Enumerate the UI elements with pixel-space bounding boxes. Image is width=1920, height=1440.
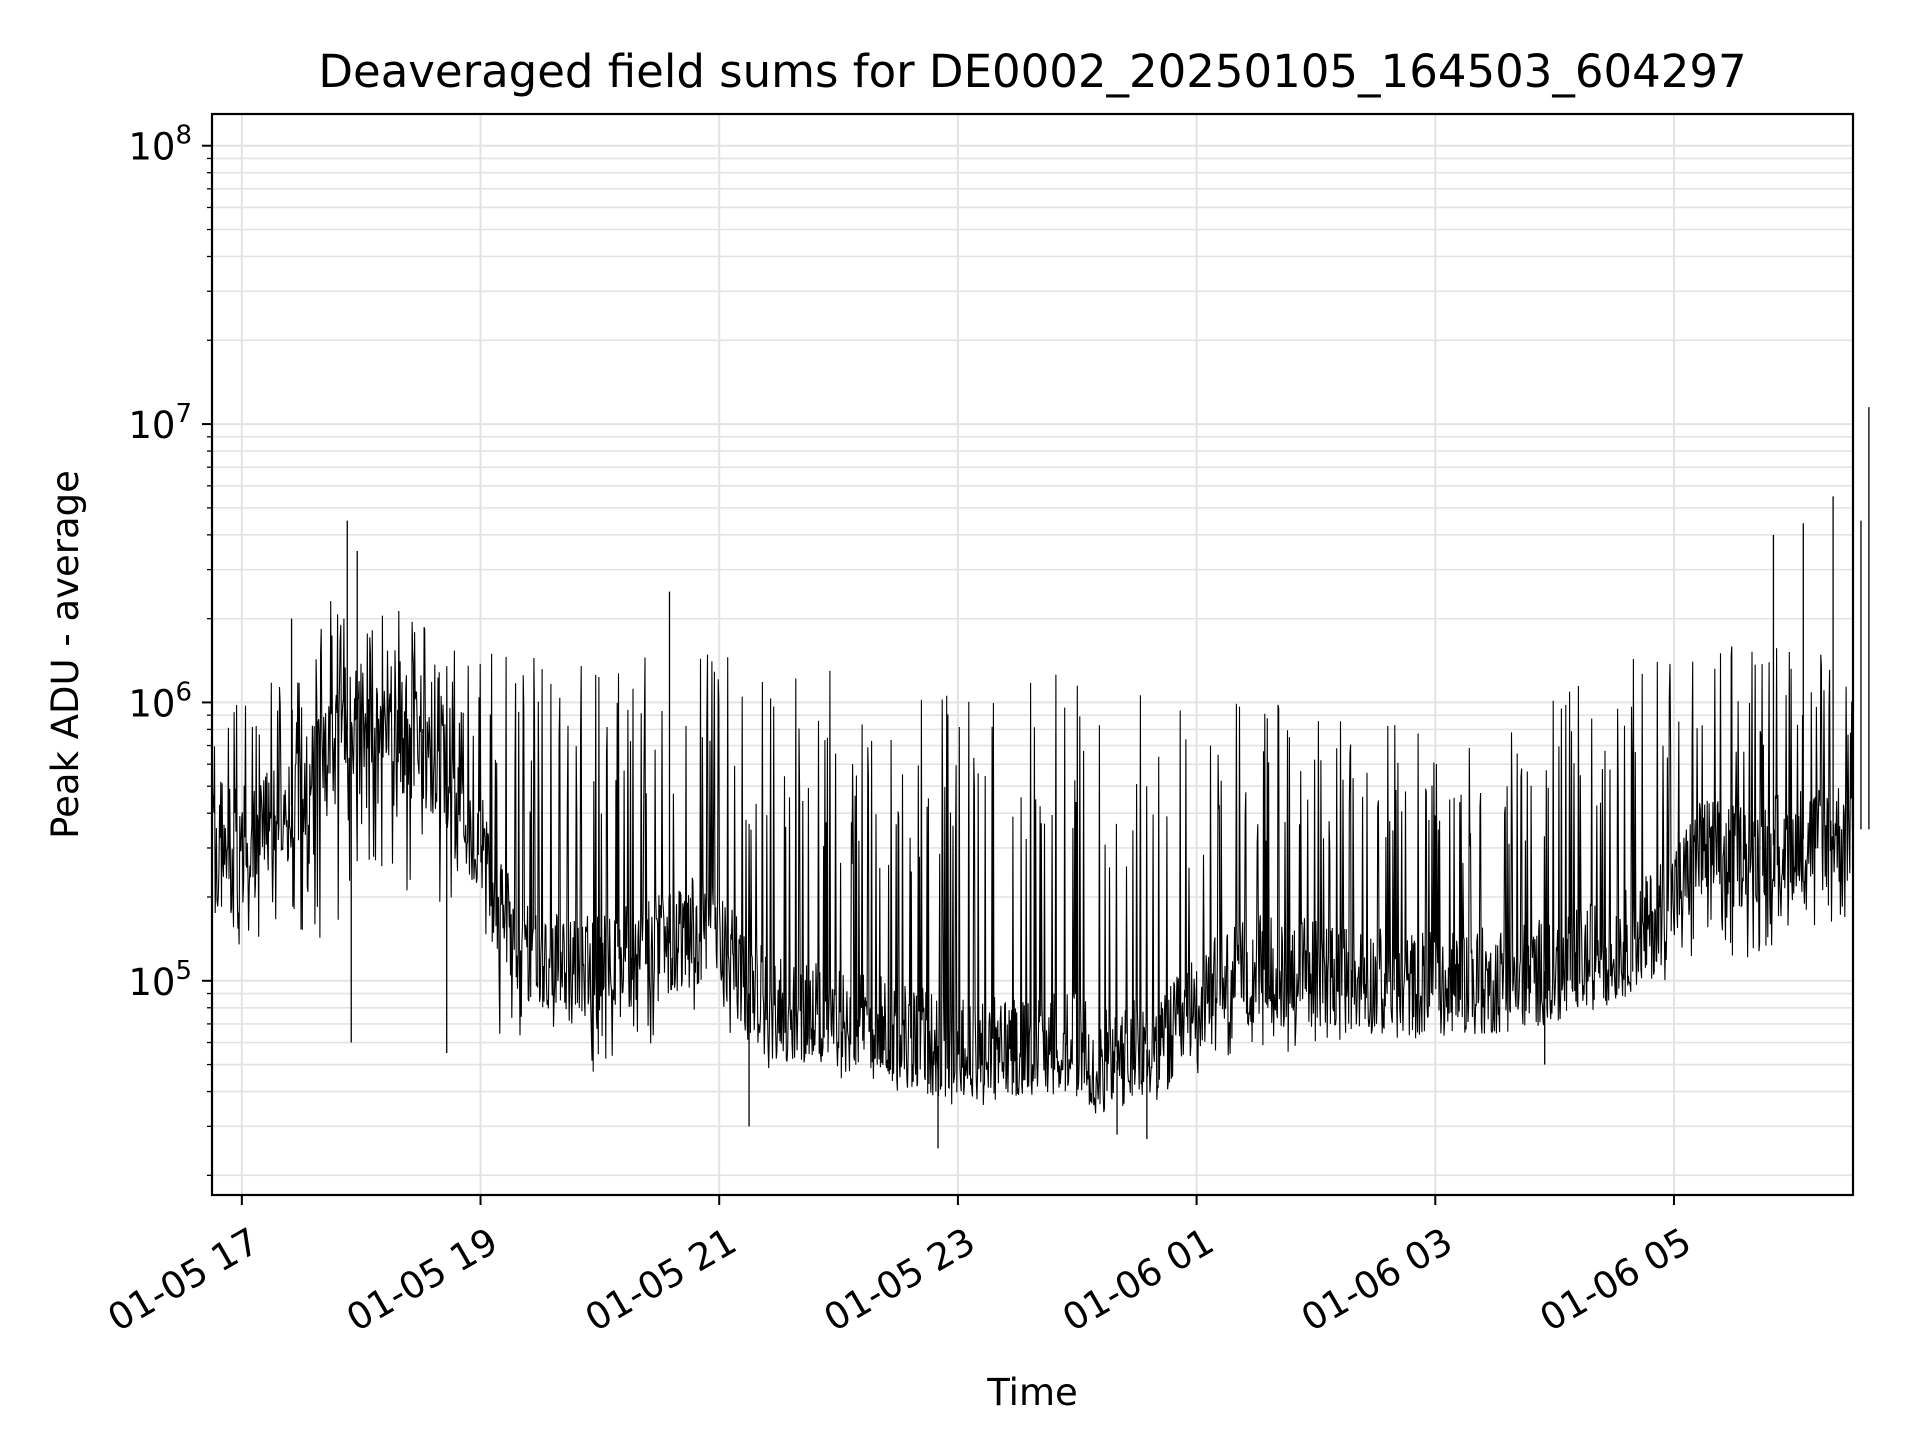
y-tick-base: 10 <box>128 404 175 447</box>
y-tick-label: 106 <box>128 677 192 725</box>
y-tick-exponent: 7 <box>175 399 192 429</box>
y-tick-base: 10 <box>128 682 175 725</box>
y-tick-exponent: 8 <box>175 121 192 151</box>
y-axis-label: Peak ADU - average <box>44 470 87 839</box>
grid <box>212 114 1853 1195</box>
data-layer <box>211 407 1870 1149</box>
y-tick-label: 105 <box>128 956 192 1004</box>
plot-frame <box>210 112 1855 1197</box>
y-tick-label: 108 <box>128 121 192 169</box>
y-tick-base: 10 <box>128 961 175 1004</box>
series-line <box>211 601 1854 1114</box>
y-tick-exponent: 6 <box>175 677 192 707</box>
y-tick-exponent: 5 <box>175 956 192 986</box>
y-tick-label: 107 <box>128 399 192 447</box>
chart-title: Deaveraged field sums for DE0002_2025010… <box>318 45 1746 98</box>
y-tick-base: 10 <box>128 126 175 169</box>
x-axis-label: Time <box>986 1371 1078 1414</box>
